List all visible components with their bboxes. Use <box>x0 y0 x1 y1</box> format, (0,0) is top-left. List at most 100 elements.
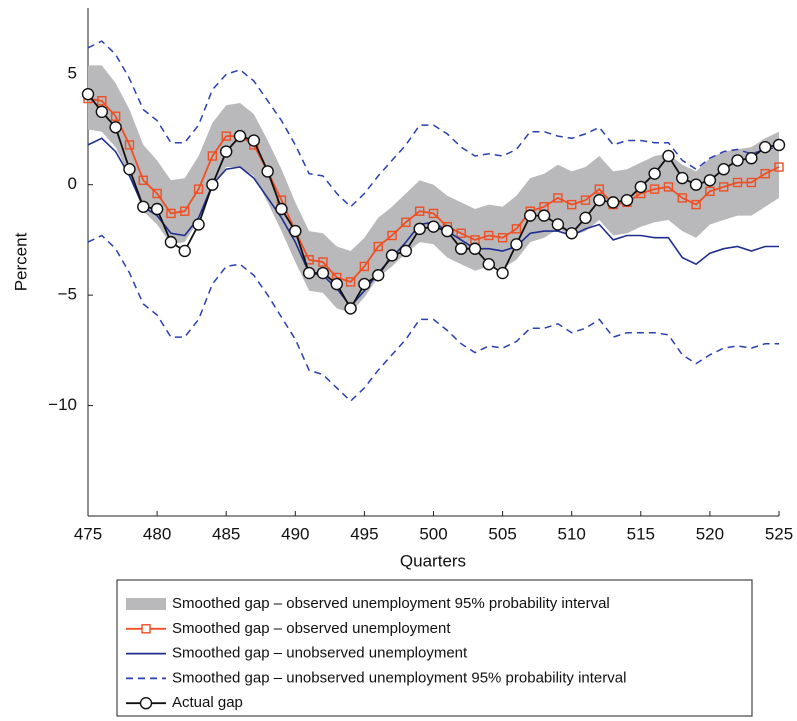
circle-marker <box>703 174 717 187</box>
x-tick-label: 500 <box>419 524 447 543</box>
square-marker <box>207 151 218 161</box>
circle-marker <box>150 202 164 216</box>
circle-marker <box>606 196 620 209</box>
square-marker <box>719 182 729 192</box>
circle-marker <box>496 266 509 280</box>
x-tick-label: 490 <box>281 524 309 543</box>
circle-marker <box>302 266 316 280</box>
square-marker <box>318 257 328 267</box>
circle-marker <box>676 171 689 185</box>
square-marker <box>484 230 494 241</box>
circle-marker <box>289 224 302 238</box>
legend-box <box>116 579 753 717</box>
circle-marker <box>537 209 551 222</box>
square-marker <box>152 188 162 199</box>
circle-marker <box>689 178 703 191</box>
square-marker <box>567 199 577 210</box>
circle-marker <box>261 165 274 178</box>
circle-marker <box>247 134 261 147</box>
circle-marker <box>745 151 758 165</box>
legend-label: Smoothed gap – observed unemployment <box>172 620 451 637</box>
square-marker <box>580 195 591 205</box>
circle-marker <box>399 244 413 258</box>
legend-label: Actual gap <box>172 694 243 711</box>
circle-marker <box>81 87 95 101</box>
x-tick-label: 505 <box>488 524 516 543</box>
square-marker <box>456 228 466 238</box>
square-marker <box>428 208 439 219</box>
circle-marker <box>358 277 371 291</box>
square-marker <box>138 175 148 185</box>
y-tick-label: −10 <box>48 395 77 414</box>
circle-marker <box>593 193 606 207</box>
circle-marker <box>192 218 205 231</box>
circle-marker <box>662 149 675 163</box>
legend-label: Smoothed gap – unobserved unemployment <box>172 645 468 662</box>
circle-marker <box>427 220 440 233</box>
square-marker <box>193 184 204 194</box>
circle-marker <box>620 193 634 207</box>
x-tick-label: 475 <box>74 524 102 543</box>
x-tick-label: 520 <box>696 524 724 543</box>
circle-marker <box>454 242 468 255</box>
legend-label: Smoothed gap – unobserved unemployment 9… <box>172 669 626 686</box>
circle-marker <box>372 269 385 282</box>
circle-marker <box>717 163 730 176</box>
y-tick-label: 0 <box>68 174 77 193</box>
y-tick-label: 5 <box>68 64 77 83</box>
circle-marker <box>123 163 136 176</box>
square-marker <box>414 206 425 216</box>
x-tick-label: 515 <box>627 524 655 543</box>
square-marker <box>180 206 190 216</box>
square-marker <box>345 277 356 287</box>
circle-marker <box>219 145 233 158</box>
dashed-bound-lower <box>87 234 779 403</box>
x-tick-label: 495 <box>350 524 378 543</box>
circle-marker <box>95 105 109 119</box>
x-axis-label: Quarters <box>400 551 466 570</box>
circle-marker <box>344 302 357 315</box>
circle-marker <box>772 138 786 152</box>
y-tick-label: −5 <box>58 285 77 304</box>
x-tick-label: 485 <box>212 524 240 543</box>
circle-marker <box>758 140 772 154</box>
probability-band <box>88 65 779 313</box>
circle-marker <box>524 209 537 222</box>
legend-marker <box>141 624 151 634</box>
x-tick-label: 525 <box>765 524 793 543</box>
square-marker <box>511 224 522 234</box>
square-marker <box>594 184 605 194</box>
circle-marker <box>634 180 647 194</box>
square-marker <box>359 261 370 272</box>
y-axis-label: Percent <box>11 232 30 291</box>
legend-swatch <box>126 598 166 610</box>
square-marker <box>746 177 757 188</box>
x-tick-label: 510 <box>558 524 586 543</box>
circle-marker <box>579 211 592 225</box>
legend-label: Smoothed gap – observed unemployment 95%… <box>172 595 610 612</box>
circle-marker <box>551 218 565 231</box>
circle-marker <box>482 258 495 271</box>
circle-marker <box>413 222 426 236</box>
square-marker <box>663 182 674 192</box>
circle-marker <box>330 277 343 291</box>
circle-marker <box>441 224 454 238</box>
circle-marker <box>137 200 150 213</box>
square-marker <box>166 208 176 219</box>
square-marker <box>124 140 135 150</box>
circle-marker <box>385 249 399 262</box>
circle-marker <box>565 227 578 240</box>
square-marker <box>373 241 383 252</box>
circle-marker <box>164 235 178 249</box>
square-marker <box>553 193 563 203</box>
square-marker <box>705 186 715 197</box>
square-marker <box>110 111 121 121</box>
circle-marker <box>233 129 247 143</box>
circle-marker <box>178 244 191 258</box>
square-marker <box>497 233 508 243</box>
legend-marker <box>139 697 153 710</box>
circle-marker <box>648 167 661 180</box>
circle-marker <box>468 242 482 255</box>
circle-marker <box>731 154 744 167</box>
square-marker <box>401 217 411 227</box>
